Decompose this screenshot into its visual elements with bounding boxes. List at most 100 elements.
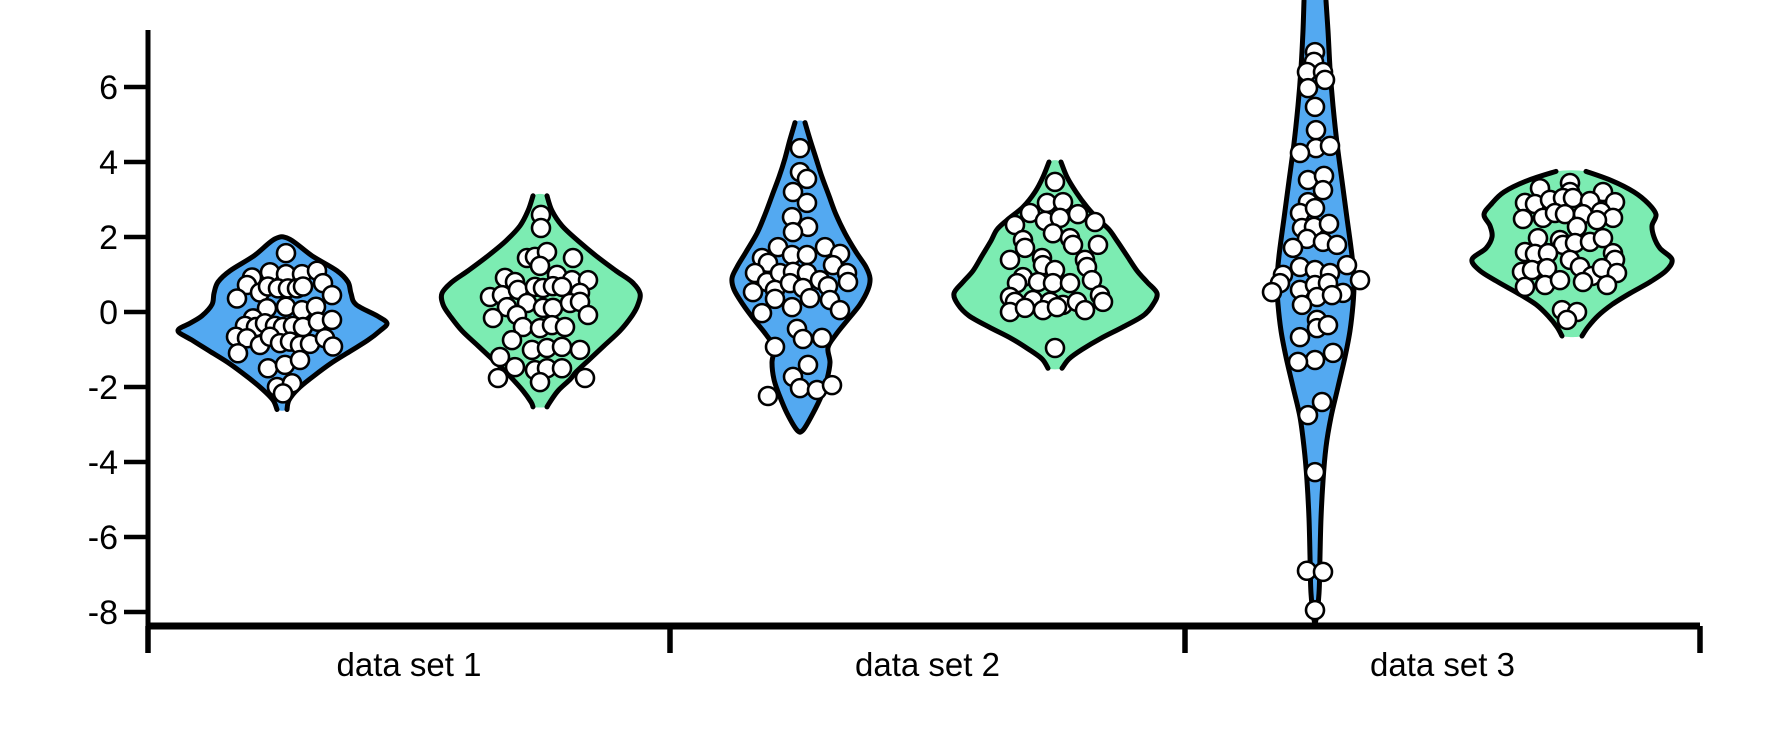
y-tick-label--6: -6: [88, 519, 118, 557]
data-point: [1349, 269, 1371, 291]
data-point: [781, 296, 803, 318]
violin-4-outline-right: [1058, 159, 1160, 371]
x-axis-label-data-set-1: data set 1: [337, 646, 482, 683]
axes-layer: 6 4 2 0 -2 -4 -6 -8 data set 1 data set 2 data set…: [88, 30, 1703, 683]
data-point: [554, 316, 576, 338]
data-point: [796, 192, 818, 214]
data-point: [501, 329, 523, 351]
data-point: [1282, 237, 1304, 259]
data-point: [504, 356, 526, 378]
data-point: [799, 287, 821, 309]
data-point: [1014, 297, 1036, 319]
data-point: [797, 354, 819, 376]
y-tick-label-4: 4: [99, 144, 118, 182]
data-point: [530, 217, 552, 239]
violin-1-outline: [175, 234, 390, 412]
data-point: [1336, 254, 1358, 276]
data-point: [574, 367, 596, 389]
data-point: [227, 342, 249, 364]
data-point: [1059, 272, 1081, 294]
data-point: [1261, 281, 1283, 303]
data-points-layer: [225, 41, 1628, 621]
data-point: [792, 328, 814, 350]
y-tick-label-2: 2: [99, 219, 118, 257]
data-point: [289, 349, 311, 371]
violin-3-points: [742, 137, 859, 407]
data-point: [1062, 234, 1084, 256]
data-point: [487, 367, 509, 389]
data-point: [999, 249, 1021, 271]
data-point: [1084, 211, 1106, 233]
data-point: [1044, 337, 1066, 359]
data-point: [257, 357, 279, 379]
data-point: [529, 255, 551, 277]
violin-6-outline-left: [1469, 168, 1565, 339]
data-point: [829, 299, 851, 321]
data-point: [1319, 135, 1341, 157]
data-point: [1304, 96, 1326, 118]
data-point: [1305, 119, 1327, 141]
data-point: [551, 276, 573, 298]
data-point: [837, 271, 859, 293]
data-point: [482, 307, 504, 329]
data-point: [1322, 342, 1344, 364]
data-point: [1317, 314, 1339, 336]
data-point: [1312, 179, 1334, 201]
data-point: [764, 288, 786, 310]
data-point: [1042, 272, 1064, 294]
violin-2-points: [479, 204, 599, 393]
data-point: [226, 288, 248, 309]
data-point: [1074, 299, 1096, 321]
data-point: [569, 339, 591, 361]
data-point: [1289, 142, 1311, 164]
data-point: [1311, 391, 1333, 413]
violin-3-outline: [729, 120, 873, 435]
x-axis-label-data-set-3: data set 3: [1370, 646, 1515, 683]
data-point: [1592, 227, 1614, 249]
data-point: [1549, 269, 1571, 291]
data-point: [562, 247, 584, 269]
data-point: [322, 336, 344, 357]
violin-5-points: [1261, 41, 1371, 621]
data-point: [1287, 351, 1309, 373]
y-tick-label--8: -8: [88, 594, 118, 632]
data-point: [1291, 294, 1313, 316]
data-point: [1318, 213, 1340, 235]
data-point: [1314, 69, 1336, 91]
data-point: [782, 221, 804, 243]
data-point: [1087, 234, 1109, 256]
data-point: [1312, 561, 1334, 583]
y-tick-label--4: -4: [88, 444, 118, 482]
data-point: [1321, 284, 1343, 306]
data-point: [1572, 271, 1594, 293]
data-point: [1304, 599, 1326, 621]
violin-6-outline-right: [1579, 168, 1675, 339]
data-point: [321, 309, 343, 331]
violin-1-points: [225, 242, 344, 404]
data-point: [1014, 237, 1036, 259]
data-point: [1304, 197, 1326, 219]
violin-2-outline-left: [438, 193, 536, 410]
data-point: [796, 244, 818, 266]
data-point: [742, 281, 764, 303]
data-point: [789, 137, 811, 159]
data-point: [551, 357, 573, 379]
violin-4-points: [999, 171, 1114, 359]
data-point: [789, 377, 811, 399]
data-point: [1512, 208, 1534, 230]
data-point: [1297, 404, 1319, 426]
data-point: [272, 383, 294, 404]
data-point: [757, 385, 779, 407]
data-point: [1042, 222, 1064, 244]
data-point: [796, 168, 818, 190]
data-point: [1596, 274, 1618, 296]
data-point: [821, 374, 843, 396]
data-point: [1297, 77, 1319, 99]
y-tick-label--2: -2: [88, 369, 118, 407]
y-tick-label-0: 0: [99, 294, 118, 332]
data-point: [1289, 326, 1311, 348]
data-point: [1304, 349, 1326, 371]
data-point: [1046, 296, 1068, 318]
data-point: [764, 336, 786, 358]
